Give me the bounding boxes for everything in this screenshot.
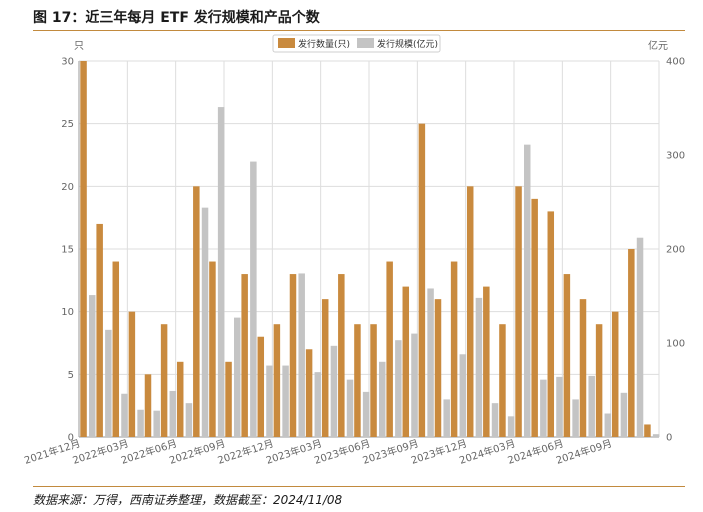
bar-scale bbox=[153, 410, 160, 437]
bar-count bbox=[595, 324, 603, 437]
title-rule bbox=[33, 30, 685, 31]
bar-scale bbox=[524, 144, 531, 437]
bar-scale bbox=[395, 340, 402, 437]
bar-scale bbox=[572, 399, 579, 437]
source-note: 数据来源：万得，西南证券整理，数据截至：2024/11/08 bbox=[33, 493, 343, 507]
bar-count bbox=[450, 261, 458, 437]
legend: 发行数量(只) 发行规模(亿元) bbox=[272, 34, 441, 53]
bar-count bbox=[579, 299, 587, 437]
bar-count bbox=[483, 286, 490, 437]
bar-count bbox=[321, 299, 329, 437]
bar-scale bbox=[427, 288, 434, 437]
bar-count bbox=[499, 324, 506, 437]
figure-title: 图 17：近三年每月 ETF 发行规模和产品个数 bbox=[33, 10, 320, 26]
left-tick-label: 25 bbox=[61, 119, 74, 130]
legend-swatch-count bbox=[278, 38, 295, 48]
bar-count bbox=[338, 274, 345, 437]
bar-scale bbox=[379, 361, 386, 437]
bar-scale bbox=[105, 329, 112, 437]
bar-scale bbox=[282, 365, 289, 437]
bar-scale bbox=[556, 376, 563, 437]
bar-count bbox=[466, 186, 474, 437]
right-tick-label: 100 bbox=[666, 339, 685, 350]
bar-scale bbox=[636, 237, 644, 437]
bar-scale bbox=[652, 434, 660, 437]
bar-count bbox=[354, 324, 361, 437]
right-tick-label: 200 bbox=[666, 245, 685, 256]
bar-scale bbox=[217, 107, 225, 437]
bar-count bbox=[531, 198, 538, 437]
bar-scale bbox=[314, 372, 322, 437]
left-tick-label: 0 bbox=[68, 433, 74, 444]
bar-scale bbox=[491, 403, 499, 437]
right-axis-unit: 亿元 bbox=[648, 39, 668, 52]
bar-count bbox=[644, 424, 651, 437]
bar-count bbox=[112, 261, 120, 437]
bar-count bbox=[193, 186, 200, 437]
legend-label-scale: 发行规模(亿元) bbox=[377, 38, 438, 50]
bar-scale bbox=[540, 379, 547, 437]
bar-scale bbox=[507, 416, 515, 437]
bar-count bbox=[96, 223, 103, 437]
bar-count bbox=[273, 324, 281, 437]
bar-count bbox=[547, 211, 555, 437]
left-tick-label: 30 bbox=[61, 57, 74, 68]
bar-scale bbox=[475, 297, 483, 437]
bar-scale bbox=[201, 207, 209, 437]
bar-count bbox=[144, 374, 152, 437]
bar-count bbox=[386, 261, 393, 437]
bar-scale bbox=[411, 333, 418, 437]
right-tick-label: 0 bbox=[666, 433, 672, 444]
bar-count bbox=[515, 186, 522, 437]
bar-scale bbox=[298, 273, 305, 437]
bar-scale bbox=[266, 365, 273, 437]
x-tick-label: 2024年09月 bbox=[554, 436, 613, 466]
legend-label-count: 发行数量(只) bbox=[298, 38, 350, 50]
bar-scale bbox=[330, 345, 338, 437]
bar-count bbox=[241, 274, 248, 437]
bar-count bbox=[257, 336, 265, 437]
bar-scale bbox=[362, 391, 370, 437]
left-tick-label: 10 bbox=[61, 307, 74, 318]
bar-scale bbox=[169, 390, 177, 437]
bar-scale bbox=[250, 161, 257, 437]
bar-scale bbox=[121, 393, 128, 437]
bar-count bbox=[611, 311, 619, 437]
bar-scale bbox=[588, 375, 595, 437]
bar-scale bbox=[604, 413, 612, 437]
bar-count bbox=[563, 274, 571, 437]
bar-scale bbox=[234, 317, 241, 437]
bar-count bbox=[225, 361, 232, 437]
legend-box bbox=[272, 34, 441, 53]
bar-scale bbox=[137, 409, 144, 437]
left-axis-unit: 只 bbox=[74, 41, 84, 52]
left-tick-label: 20 bbox=[61, 182, 74, 193]
right-tick-label: 400 bbox=[666, 57, 685, 68]
bar-scale bbox=[443, 399, 450, 437]
bar-scale bbox=[185, 403, 193, 437]
left-tick-label: 5 bbox=[68, 370, 74, 381]
bar-scale bbox=[89, 295, 96, 437]
bar-count bbox=[289, 274, 297, 437]
bar-count bbox=[402, 286, 410, 437]
bar-count bbox=[80, 61, 87, 437]
legend-swatch-scale bbox=[357, 38, 374, 48]
bar-count bbox=[176, 361, 184, 437]
bar-count bbox=[209, 261, 216, 437]
bars bbox=[80, 61, 660, 438]
source-rule bbox=[33, 486, 685, 487]
bar-count bbox=[305, 349, 313, 437]
bar-count bbox=[128, 311, 136, 437]
left-tick-label: 15 bbox=[61, 245, 74, 256]
right-tick-label: 300 bbox=[666, 151, 685, 162]
bar-scale bbox=[346, 379, 354, 437]
bar-count bbox=[418, 123, 426, 438]
bar-count bbox=[370, 324, 377, 437]
bar-count bbox=[160, 324, 168, 437]
bar-scale bbox=[459, 354, 467, 437]
bar-scale bbox=[620, 392, 628, 437]
bar-count bbox=[434, 299, 442, 437]
bar-count bbox=[628, 249, 635, 437]
